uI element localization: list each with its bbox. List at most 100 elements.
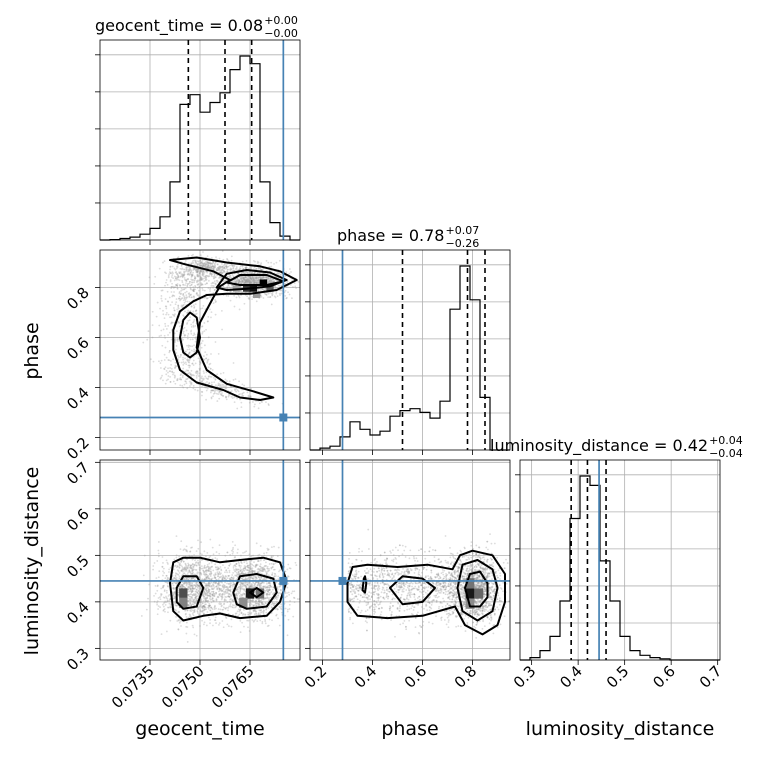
sample-point — [207, 570, 210, 572]
sample-point — [214, 264, 216, 267]
sample-point — [197, 562, 199, 564]
sample-point — [262, 288, 265, 291]
sample-point — [185, 369, 188, 372]
sample-point — [188, 604, 191, 607]
sample-point — [185, 569, 188, 572]
sample-point — [175, 556, 178, 559]
sample-point — [195, 281, 198, 284]
sample-point — [248, 604, 251, 607]
sample-point — [255, 564, 257, 567]
sample-point — [269, 277, 272, 280]
sample-point — [188, 344, 191, 347]
sample-point — [257, 567, 260, 570]
sample-point — [223, 576, 225, 579]
sample-point — [230, 597, 232, 600]
sample-point — [189, 566, 192, 569]
sample-point — [206, 565, 209, 568]
sample-point — [275, 596, 278, 598]
sample-point — [268, 569, 271, 572]
sample-point — [288, 567, 291, 570]
sample-point — [246, 578, 248, 581]
sample-point — [196, 292, 198, 295]
sample-point — [151, 324, 154, 327]
sample-point — [165, 601, 168, 603]
sample-point — [217, 595, 219, 598]
sample-point — [185, 568, 188, 570]
sample-point — [201, 272, 204, 275]
sample-point — [284, 614, 287, 617]
sample-point — [192, 577, 195, 580]
sample-point — [190, 593, 193, 595]
sample-point — [174, 564, 177, 567]
sample-point — [259, 599, 262, 602]
sample-point — [265, 592, 268, 595]
sample-point — [221, 593, 224, 596]
sample-point — [182, 304, 184, 307]
sample-point — [189, 287, 192, 290]
sample-point — [209, 598, 212, 601]
sample-point — [172, 578, 175, 580]
sample-point — [200, 271, 203, 273]
sample-point — [239, 277, 242, 280]
sample-point — [254, 618, 257, 621]
sample-point — [207, 577, 210, 580]
sample-point — [233, 396, 236, 399]
sample-point — [206, 592, 209, 594]
sample-point — [224, 566, 226, 569]
sample-point — [247, 566, 250, 569]
sample-point — [229, 602, 232, 604]
sample-point — [287, 291, 289, 294]
sample-point — [238, 279, 241, 282]
sample-point — [174, 367, 176, 370]
sample-point — [249, 395, 252, 398]
sample-point — [189, 571, 192, 574]
sample-point — [188, 273, 190, 276]
sample-point — [254, 277, 256, 280]
sample-point — [253, 281, 256, 284]
sample-point — [213, 289, 216, 292]
sample-point — [191, 581, 193, 584]
sample-point — [196, 271, 198, 273]
sample-point — [187, 293, 190, 295]
sample-point — [249, 602, 251, 605]
sample-point — [272, 280, 275, 283]
sample-point — [203, 608, 206, 611]
sample-point — [231, 274, 234, 276]
sample-point — [230, 618, 233, 621]
sample-point — [180, 305, 183, 308]
sample-point — [193, 275, 196, 278]
sample-point — [233, 305, 236, 308]
sample-point — [153, 562, 156, 564]
sample-point — [194, 371, 197, 374]
sample-point — [181, 288, 184, 291]
sample-point — [217, 384, 220, 387]
sample-point — [193, 564, 196, 567]
sample-point — [256, 564, 259, 566]
sample-point — [284, 570, 287, 573]
sample-point — [209, 595, 212, 598]
sample-point — [203, 266, 206, 269]
sample-point — [263, 554, 266, 557]
sample-point — [170, 322, 173, 325]
sample-point — [243, 272, 246, 275]
sample-point — [218, 267, 221, 269]
sample-point — [183, 274, 186, 277]
sample-point — [218, 622, 221, 625]
sample-point — [201, 606, 203, 609]
sample-point — [189, 309, 192, 312]
sample-point — [184, 568, 187, 571]
sample-point — [228, 380, 231, 383]
sample-point — [236, 407, 239, 410]
sample-point — [270, 591, 273, 593]
sample-point — [188, 585, 191, 588]
sample-point — [202, 599, 205, 602]
sample-point — [219, 271, 222, 274]
sample-point — [202, 269, 205, 272]
sample-point — [223, 584, 226, 587]
sample-point — [196, 275, 198, 277]
sample-point — [228, 593, 231, 596]
sample-point — [196, 584, 199, 587]
sample-point — [169, 619, 172, 622]
sample-point — [230, 390, 233, 392]
sample-point — [186, 283, 189, 285]
